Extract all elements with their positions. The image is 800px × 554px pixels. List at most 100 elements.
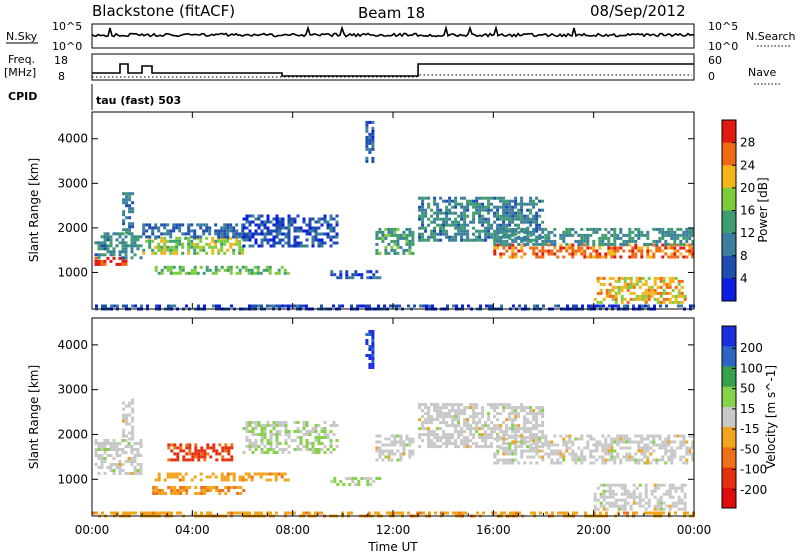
velocity-cell	[599, 504, 603, 508]
velocity-cell	[608, 495, 612, 499]
power-cell	[128, 195, 132, 199]
power-cell	[167, 304, 170, 308]
power-cell	[124, 256, 128, 260]
velocity-cell	[656, 501, 660, 505]
velocity-cell	[523, 415, 527, 419]
velocity-cell	[155, 511, 158, 515]
power-cell	[130, 247, 134, 251]
velocity-cell	[520, 406, 524, 410]
power-cell	[673, 236, 677, 240]
velocity-cell	[275, 421, 279, 424]
power-cell	[128, 216, 132, 220]
power-cell	[685, 249, 689, 253]
power-cell	[214, 239, 218, 243]
velocity-cell	[368, 366, 372, 369]
power-cell	[133, 241, 137, 245]
velocity-cell	[94, 442, 98, 445]
velocity-cell	[583, 455, 587, 459]
velocity-cell	[236, 511, 239, 515]
velocity-cell	[224, 486, 228, 489]
velocity-cell	[652, 449, 656, 453]
power-cell	[442, 232, 446, 236]
velocity-cell	[653, 495, 657, 499]
power-cell	[475, 202, 479, 206]
power-cell	[238, 239, 242, 243]
power-cell	[500, 304, 503, 308]
velocity-cell	[529, 446, 533, 450]
power-cell	[229, 271, 233, 275]
velocity-cell	[335, 445, 339, 448]
velocity-colorbar-swatch	[722, 406, 736, 428]
power-cell	[517, 217, 521, 221]
power-cell	[280, 265, 284, 269]
power-cell	[284, 232, 288, 236]
velocity-cell	[535, 415, 539, 419]
velocity-cell	[595, 446, 599, 450]
velocity-cell	[226, 475, 230, 479]
power-cell	[220, 239, 224, 243]
velocity-cell	[641, 498, 645, 502]
power-cell	[157, 248, 161, 252]
velocity-cell	[626, 511, 629, 515]
velocity-cell	[511, 430, 515, 434]
power-cell	[481, 217, 485, 221]
power-cell	[214, 265, 218, 269]
velocity-cell	[598, 440, 602, 444]
velocity-cell	[511, 412, 515, 416]
velocity-cell	[538, 437, 542, 441]
velocity-cell	[436, 406, 440, 410]
power-cell	[604, 242, 608, 246]
velocity-cell	[650, 511, 653, 515]
velocity-cell	[508, 434, 512, 438]
power-cell	[508, 208, 512, 212]
velocity-cell	[275, 424, 279, 427]
power-cell	[526, 217, 530, 221]
power-cell	[398, 304, 401, 308]
velocity-cell	[604, 452, 608, 456]
velocity-cell	[635, 486, 639, 490]
velocity-cell	[469, 403, 473, 407]
power-cell	[172, 226, 176, 230]
power-cell	[368, 147, 372, 151]
power-cell	[238, 232, 242, 236]
velocity-cell	[484, 442, 488, 446]
velocity-cell	[490, 403, 494, 407]
velocity-cell	[257, 424, 261, 427]
power-cell	[314, 235, 318, 239]
velocity-cell	[625, 446, 629, 450]
power-cell	[269, 238, 273, 242]
power-cell	[223, 268, 227, 272]
power-cell	[329, 223, 333, 227]
power-cell	[290, 223, 294, 227]
power-cell	[104, 304, 107, 308]
power-cell	[208, 229, 212, 233]
velocity-cell	[469, 424, 473, 428]
power-cell	[199, 226, 203, 230]
power-cell	[631, 230, 635, 234]
power-cell	[523, 242, 527, 246]
velocity-cell	[215, 489, 219, 492]
velocity-cell	[269, 511, 272, 515]
power-cell	[248, 229, 252, 233]
velocity-cell	[121, 451, 125, 454]
velocity-cell	[266, 448, 270, 451]
velocity-cell	[124, 460, 128, 463]
velocity-cell	[520, 445, 524, 449]
power-cell	[112, 256, 116, 260]
power-cell	[375, 270, 379, 274]
power-cell	[142, 232, 146, 236]
power-cell	[644, 279, 648, 283]
velocity-cell	[421, 421, 425, 425]
power-cell	[529, 208, 533, 212]
velocity-cell	[351, 477, 355, 480]
velocity-cell	[275, 511, 278, 515]
velocity-cell	[323, 421, 327, 424]
power-cell	[421, 232, 425, 236]
velocity-cell	[418, 427, 422, 431]
power-cell	[260, 223, 264, 227]
power-cell	[94, 241, 98, 245]
velocity-cell	[167, 458, 171, 462]
velocity-cell	[115, 466, 119, 469]
velocity-cell	[679, 440, 683, 444]
velocity-cell	[520, 452, 524, 456]
